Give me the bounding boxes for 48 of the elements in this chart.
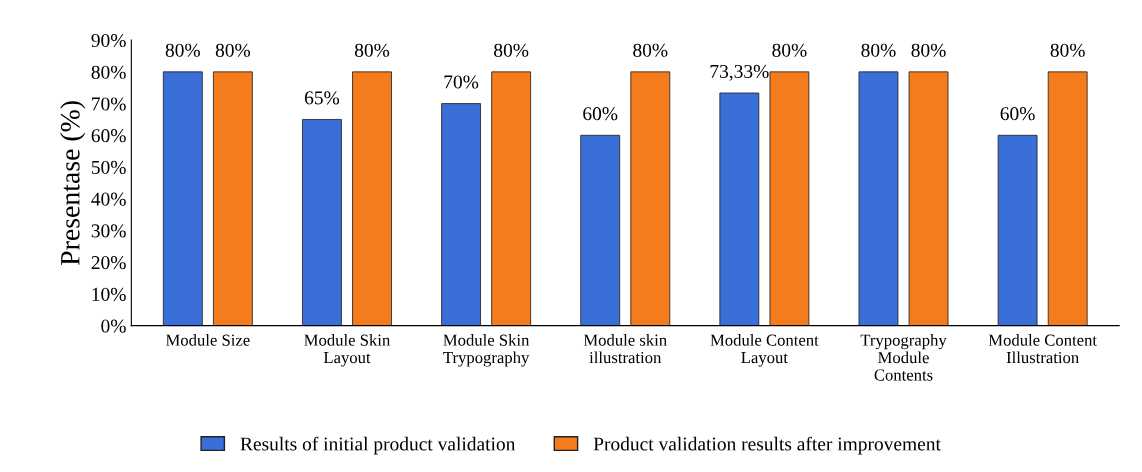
bar [302,119,342,326]
legend-label: Results of initial product validation [240,436,516,455]
data-label: 60% [583,107,618,121]
data-label: 80% [633,43,668,57]
x-tick-label: Module Skin Layout [304,334,391,367]
legend-label: Product validation results after improvement [593,436,941,455]
y-tick-label: 90% [91,33,126,48]
y-tick-label: 20% [91,256,126,270]
bar [162,71,203,326]
x-tick-label: Module Size [165,334,250,346]
bar [213,71,253,326]
y-tick-label: 30% [91,224,126,238]
data-label: 80% [165,43,200,57]
y-tick-label: 10% [92,287,126,301]
data-label: 80% [354,43,390,57]
y-tick-label: 50% [91,160,126,175]
x-tick-label: Module Content Layout [710,334,819,367]
bar [908,71,949,326]
bar [352,71,392,326]
data-label: 65% [304,91,340,105]
bar [441,103,481,326]
y-tick-label: 80% [91,65,126,79]
data-label: 80% [494,43,529,57]
y-tick-label: 0% [101,319,126,333]
data-label: 80% [772,43,807,57]
data-label: 60% [1000,107,1035,121]
bar [1047,71,1088,326]
data-label: 73,33% [710,64,769,81]
y-tick-label: 40% [91,192,126,206]
bar [580,134,621,326]
x-tick-label: Module skin illustration [583,334,667,364]
bar [491,71,532,326]
data-label: 80% [861,43,896,57]
x-tick-label: Module Content Illustration [988,334,1097,364]
data-label: 80% [911,43,946,57]
y-axis-title: Presentase (%) [60,101,86,266]
data-label: 80% [215,43,251,57]
data-label: 70% [444,75,479,89]
y-tick-label: 60% [91,129,126,143]
bar [858,71,899,326]
x-tick-label: Trypography Module Contents [860,334,947,381]
bar [769,71,810,326]
y-tick-label: 70% [92,97,126,111]
bar [997,134,1038,326]
data-label: 80% [1050,43,1085,57]
bar [719,92,760,326]
x-tick-label: Module Skin Trypography [443,334,530,367]
bar [630,71,671,326]
